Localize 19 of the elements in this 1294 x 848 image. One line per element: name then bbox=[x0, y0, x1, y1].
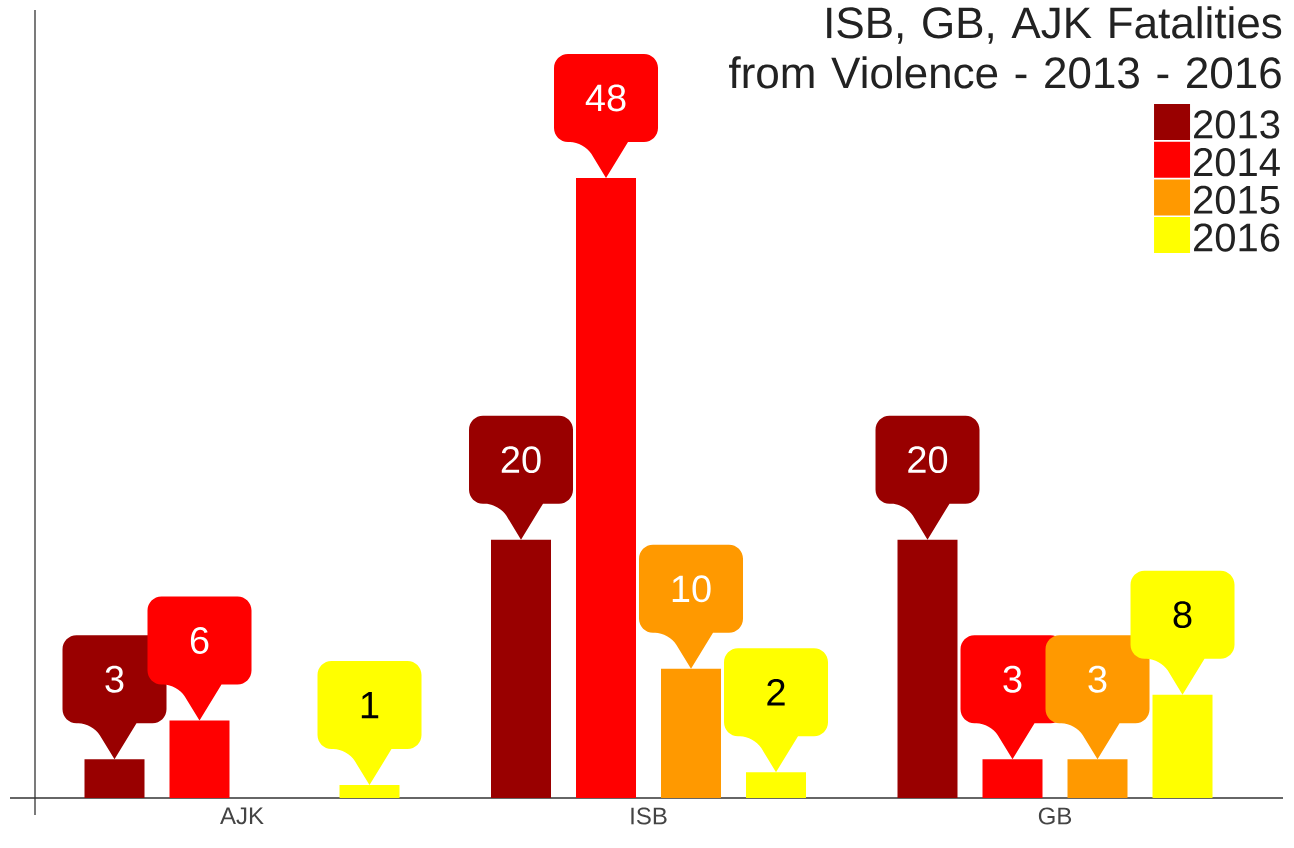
x-tick-label: ISB bbox=[631, 807, 667, 825]
legend-label: 2014 bbox=[1194, 147, 1280, 177]
x-tick-label: GB bbox=[1038, 807, 1072, 825]
data-label: 3 bbox=[1088, 665, 1107, 693]
data-label: 6 bbox=[190, 627, 209, 654]
legend-label: 2015 bbox=[1194, 185, 1280, 215]
data-label: 2 bbox=[767, 678, 785, 706]
data-label: 1 bbox=[361, 692, 379, 719]
data-label: 48 bbox=[585, 84, 626, 112]
data-label: 8 bbox=[1173, 601, 1192, 629]
data-label: 3 bbox=[1003, 665, 1022, 693]
legend-label: 2016 bbox=[1194, 223, 1280, 252]
chart-title: ISB, GB, AJK Fatalities from Violence - 2013 - 2016 bbox=[729, 6, 1282, 89]
data-label: 3 bbox=[105, 665, 124, 693]
data-label: 20 bbox=[501, 446, 541, 474]
data-label: 20 bbox=[908, 446, 948, 474]
data-label: 10 bbox=[672, 575, 711, 603]
x-tick-label: AJK bbox=[220, 807, 264, 825]
legend-label: 2013 bbox=[1194, 110, 1280, 139]
